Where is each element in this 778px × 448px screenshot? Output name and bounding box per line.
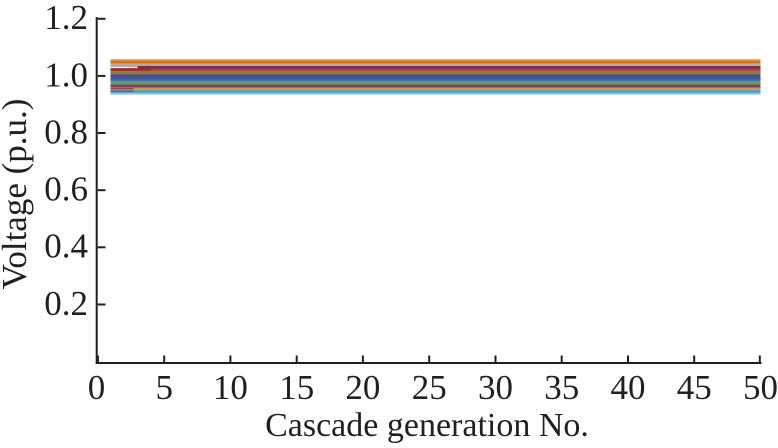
svg-text:15: 15 (279, 368, 314, 407)
svg-text:0.8: 0.8 (44, 112, 88, 151)
svg-text:50: 50 (743, 368, 778, 407)
svg-text:0: 0 (88, 368, 106, 407)
svg-text:Cascade generation No.: Cascade generation No. (265, 407, 589, 444)
svg-text:25: 25 (412, 368, 447, 407)
svg-text:1.0: 1.0 (44, 55, 88, 94)
svg-text:5: 5 (155, 368, 173, 407)
svg-text:10: 10 (213, 368, 248, 407)
svg-text:1.2: 1.2 (44, 0, 88, 37)
svg-text:0.2: 0.2 (44, 284, 88, 323)
svg-text:30: 30 (478, 368, 513, 407)
svg-text:45: 45 (677, 368, 712, 407)
svg-text:0.4: 0.4 (44, 227, 88, 266)
svg-text:40: 40 (611, 368, 646, 407)
svg-text:20: 20 (345, 368, 380, 407)
svg-text:35: 35 (544, 368, 579, 407)
svg-text:0.6: 0.6 (44, 170, 88, 209)
svg-text:Voltage (p.u.): Voltage (p.u.) (0, 99, 34, 290)
